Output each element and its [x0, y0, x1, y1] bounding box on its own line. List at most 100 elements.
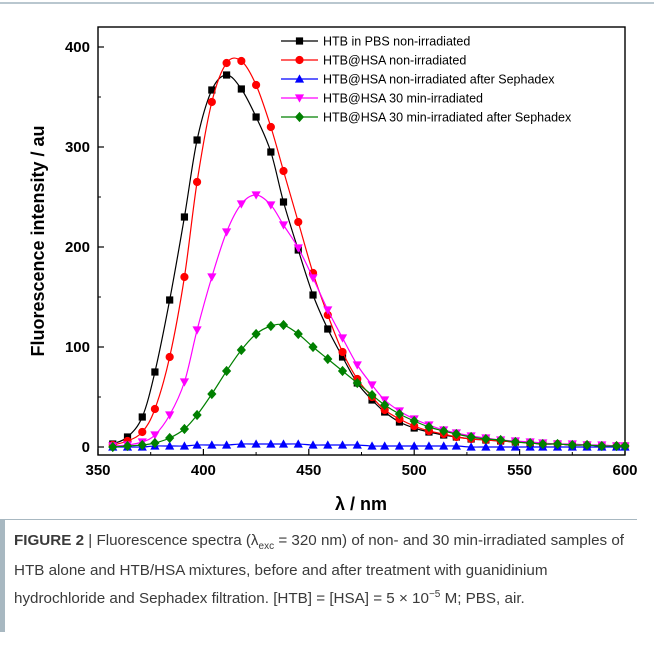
data-point — [165, 352, 174, 362]
legend-label: HTB@HSA non-irradiated after Sephadex — [323, 73, 555, 87]
data-point — [352, 361, 362, 370]
legend-marker — [294, 74, 305, 83]
data-point — [424, 421, 434, 433]
legend-label: HTB@HSA 30 min-irradiated after Sephadex — [323, 111, 572, 125]
series-4 — [108, 319, 630, 453]
data-point — [207, 273, 217, 282]
data-point — [293, 328, 303, 340]
data-point — [451, 428, 461, 440]
data-point — [294, 217, 303, 227]
data-point — [481, 433, 491, 445]
data-point — [293, 244, 303, 253]
data-point — [266, 320, 276, 332]
data-point — [165, 411, 175, 420]
data-point — [439, 425, 449, 437]
data-point — [337, 440, 348, 449]
data-point — [409, 441, 419, 450]
x-tick-label: 600 — [612, 462, 637, 479]
fluorescence-chart: 350 400 450 500 550 600 0 100 200 300 400 HTB in P… — [28, 26, 638, 514]
data-point — [451, 441, 461, 450]
data-point — [409, 415, 419, 427]
x-tick-label: 400 — [191, 462, 216, 479]
data-point — [466, 431, 476, 443]
data-point — [138, 413, 146, 421]
legend-label: HTB@HSA 30 min-irradiated — [323, 92, 483, 106]
caption-separator: | — [88, 532, 93, 549]
data-point — [337, 334, 348, 343]
x-tick-label: 500 — [402, 462, 427, 479]
legend-marker — [294, 111, 305, 123]
caption-label: FIGURE 2 — [14, 532, 85, 549]
data-point — [309, 291, 317, 299]
data-point — [394, 441, 405, 450]
data-point — [137, 439, 147, 451]
data-point — [352, 377, 362, 389]
series-line — [112, 323, 625, 448]
caption-text-a: Fluorescence spectra (λ — [92, 532, 259, 549]
legend-item: HTB@HSA non-irradiated after Sephadex — [281, 73, 555, 87]
data-point — [150, 437, 160, 449]
data-point — [150, 431, 160, 440]
data-point — [278, 319, 289, 331]
data-point — [337, 365, 348, 377]
legend: HTB in PBS non-irradiated HTB@HSA non-irr… — [281, 35, 572, 125]
data-point — [552, 438, 563, 450]
data-point — [193, 136, 201, 144]
data-point — [620, 440, 630, 452]
y-axis-title: Fluorescence intensity / au — [28, 125, 48, 356]
data-point — [221, 228, 232, 237]
data-point — [611, 440, 622, 452]
legend-item: HTB@HSA 30 min-irradiated — [281, 92, 483, 106]
data-point — [165, 441, 175, 450]
data-point — [338, 347, 347, 357]
data-point — [179, 441, 190, 450]
data-point — [352, 440, 362, 449]
data-point — [251, 328, 261, 340]
data-point — [179, 378, 190, 387]
y-tick-label: 0 — [82, 439, 90, 456]
data-point — [367, 441, 377, 450]
legend-label: HTB@HSA non-irradiated — [323, 54, 466, 68]
caption-superscript: −5 — [428, 589, 441, 601]
caption-subscript: exc — [258, 541, 275, 553]
data-point — [496, 442, 506, 451]
data-point — [279, 198, 288, 206]
data-point — [222, 58, 231, 68]
data-point — [308, 341, 318, 353]
data-point — [236, 439, 246, 448]
data-point — [192, 177, 202, 187]
data-point — [192, 326, 202, 335]
x-tick-label: 450 — [296, 462, 321, 479]
data-point — [207, 440, 217, 449]
y-tick-label: 400 — [65, 39, 90, 56]
data-point — [266, 201, 276, 210]
data-point — [510, 436, 520, 448]
data-point — [266, 122, 275, 132]
data-point — [180, 213, 189, 221]
data-point — [323, 353, 333, 365]
data-point — [165, 432, 175, 444]
legend-item: HTB@HSA non-irradiated — [281, 54, 466, 68]
data-point — [108, 441, 118, 453]
data-point — [251, 191, 261, 200]
data-point — [338, 353, 347, 361]
data-point — [221, 440, 232, 449]
data-point — [221, 365, 232, 377]
x-tick-label: 350 — [85, 462, 110, 479]
y-tick-label: 100 — [65, 339, 90, 356]
data-point — [367, 381, 377, 390]
legend-marker — [295, 37, 304, 45]
data-point — [582, 439, 592, 451]
legend-item: HTB@HSA 30 min-irradiated after Sephadex — [281, 111, 572, 125]
data-point — [138, 427, 147, 437]
series-layer — [108, 56, 630, 453]
legend-label: HTB in PBS non-irradiated — [323, 35, 470, 49]
data-point — [293, 439, 303, 448]
top-divider — [0, 2, 654, 4]
y-tick-label: 200 — [65, 239, 90, 256]
data-point — [323, 306, 333, 315]
data-point — [538, 438, 548, 450]
data-point — [208, 86, 216, 94]
data-point — [324, 325, 332, 333]
series-3 — [108, 191, 630, 451]
